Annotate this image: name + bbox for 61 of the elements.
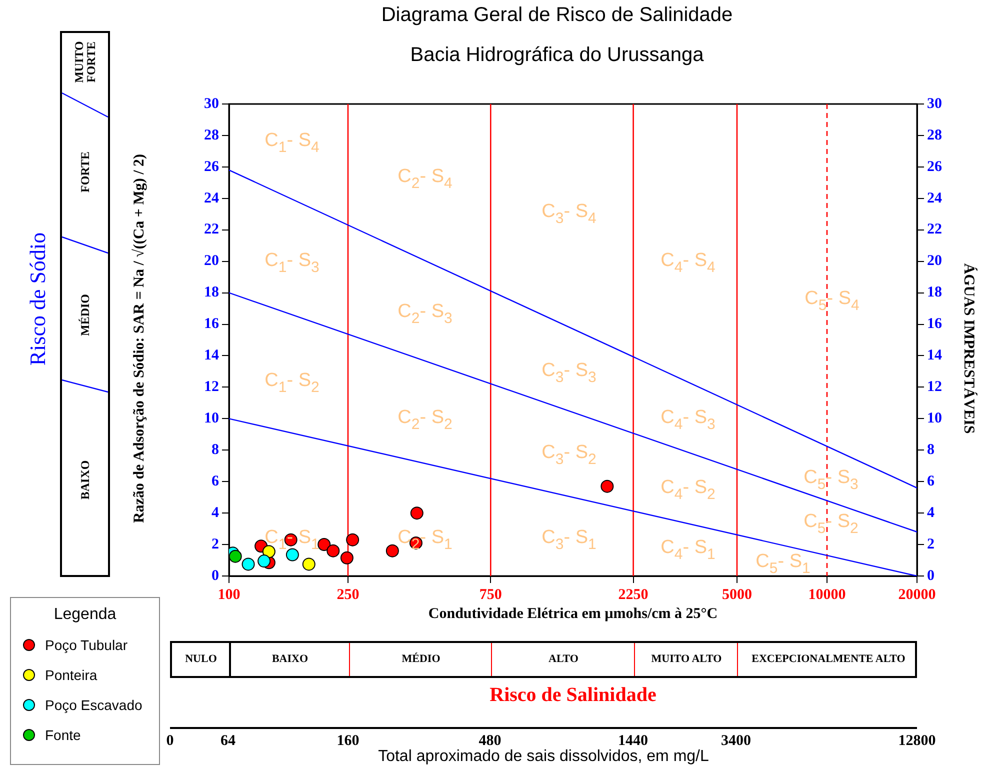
y-tick-label: 4 bbox=[212, 504, 220, 521]
y2-tick-label: 16 bbox=[927, 316, 942, 332]
legend-label: Poço Tubular bbox=[45, 637, 128, 653]
x-axis-title: Condutividade Elétrica em µmohs/cm à 25°C bbox=[427, 606, 719, 623]
salinity-risk-scale: NULO BAIXO MÉDIO ALTO MUITO ALTO EXCEPCIONALMENTE ALTO bbox=[170, 641, 917, 678]
y-tick-label: 28 bbox=[204, 127, 219, 144]
y-tick-label: 0 bbox=[212, 568, 219, 584]
y2-axis-title: ÁGUAS IMPRESTÁVEIS bbox=[960, 262, 976, 436]
text: 0 bbox=[165, 733, 175, 750]
y-tick-label: 2 bbox=[212, 536, 219, 552]
y2-tick-label: 0 bbox=[927, 568, 934, 584]
y-tick-label: 22 bbox=[204, 222, 219, 238]
y-tick-label: 20 bbox=[204, 253, 219, 270]
x-tick-label: 5000 bbox=[722, 586, 752, 603]
y2-tick-label: 20 bbox=[927, 253, 942, 270]
y2-tick-label: 2 bbox=[927, 536, 934, 552]
chart-subtitle: Bacia Hidrográfica do Urussanga bbox=[409, 44, 705, 67]
y-tick-label: 18 bbox=[204, 284, 219, 301]
y-tick-label: 6 bbox=[212, 473, 220, 490]
y2-tick-label: 28 bbox=[927, 127, 942, 144]
text: Risco de Sódio bbox=[25, 231, 51, 368]
y-tick-label: 10 bbox=[204, 410, 219, 427]
y2-tick-label: 12 bbox=[927, 379, 942, 396]
y-tick-label: 16 bbox=[204, 316, 220, 332]
x-tick-label: 20000 bbox=[898, 586, 936, 603]
x-tick-label: 2250 bbox=[618, 586, 648, 603]
y2-tick-label: 4 bbox=[927, 504, 935, 521]
chart-title: Diagrama Geral de Risco de Salinidade bbox=[380, 4, 734, 27]
y-tick-label: 30 bbox=[204, 96, 219, 112]
x-tick-label: 100 bbox=[218, 586, 240, 603]
x2-axis-title: Total aproximado de sais dissolvidos, em mg/L bbox=[377, 748, 710, 766]
y-tick-label: 12 bbox=[204, 379, 219, 396]
text: 160 bbox=[336, 733, 360, 749]
text: 1440 bbox=[617, 733, 649, 749]
y-tick-label: 8 bbox=[212, 442, 219, 458]
text: Risco de Salinidade bbox=[488, 684, 658, 707]
y2-tick-label: 26 bbox=[927, 158, 942, 175]
y-tick-label: 24 bbox=[204, 190, 220, 206]
y2-tick-label: 6 bbox=[927, 473, 935, 490]
y-tick-label: 26 bbox=[204, 158, 220, 175]
legend-title: Legenda bbox=[52, 606, 118, 624]
legend-label: Fonte bbox=[45, 727, 81, 743]
y-tick-label: 14 bbox=[204, 348, 220, 364]
text: 12800 bbox=[897, 733, 937, 750]
x-tick-label: 10000 bbox=[808, 586, 846, 603]
y-axis-title: Razão de Adsorção de Sódio: SAR = Na / √((Ca + Mg) / 2) bbox=[132, 152, 148, 526]
text: 64 bbox=[220, 733, 236, 750]
x-tick-label: 750 bbox=[479, 586, 502, 603]
y2-tick-label: 24 bbox=[927, 190, 942, 206]
text: 3400 bbox=[721, 733, 751, 749]
y2-tick-label: 10 bbox=[927, 410, 942, 427]
y2-tick-label: 14 bbox=[927, 348, 942, 364]
legend-label: Poço Escavado bbox=[45, 697, 142, 713]
y2-tick-label: 22 bbox=[927, 222, 942, 238]
y2-tick-label: 18 bbox=[927, 284, 942, 301]
text: 480 bbox=[478, 733, 502, 749]
sodium-risk-scale: MUITO FORTE FORTE MÉDIO BAIXO bbox=[60, 31, 110, 577]
x-tick-label: 250 bbox=[336, 586, 360, 603]
y2-tick-label: 30 bbox=[927, 96, 942, 112]
y2-tick-label: 8 bbox=[927, 442, 934, 458]
legend-label: Ponteira bbox=[45, 667, 98, 683]
